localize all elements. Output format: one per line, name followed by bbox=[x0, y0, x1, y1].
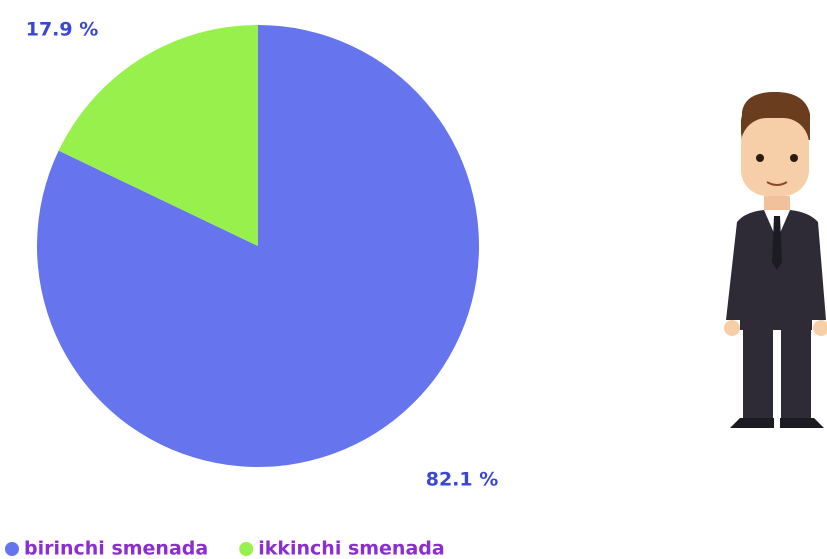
chart: 82.1 % 17.9 % birinchi smenada ikkinchi sme… bbox=[0, 0, 827, 559]
legend-marker bbox=[239, 542, 253, 556]
person-illustration bbox=[724, 92, 827, 428]
legend-label: ikkinchi smenada bbox=[258, 538, 445, 559]
value-label: 17.9 % bbox=[26, 19, 99, 41]
legend-label: birinchi smenada bbox=[24, 538, 208, 559]
value-label: 82.1 % bbox=[426, 469, 499, 491]
legend-marker bbox=[5, 542, 19, 556]
page: 82.1 % 17.9 % birinchi smenada ikkinchi sme… bbox=[0, 0, 827, 559]
